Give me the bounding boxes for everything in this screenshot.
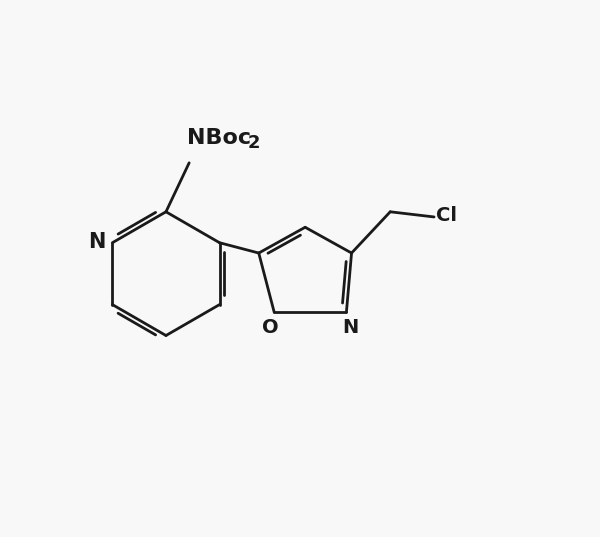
- Text: N: N: [343, 318, 359, 337]
- Text: NBoc: NBoc: [187, 128, 251, 148]
- Text: 2: 2: [247, 134, 260, 152]
- Text: O: O: [262, 318, 278, 337]
- Text: N: N: [88, 231, 106, 252]
- Text: Cl: Cl: [436, 206, 457, 226]
